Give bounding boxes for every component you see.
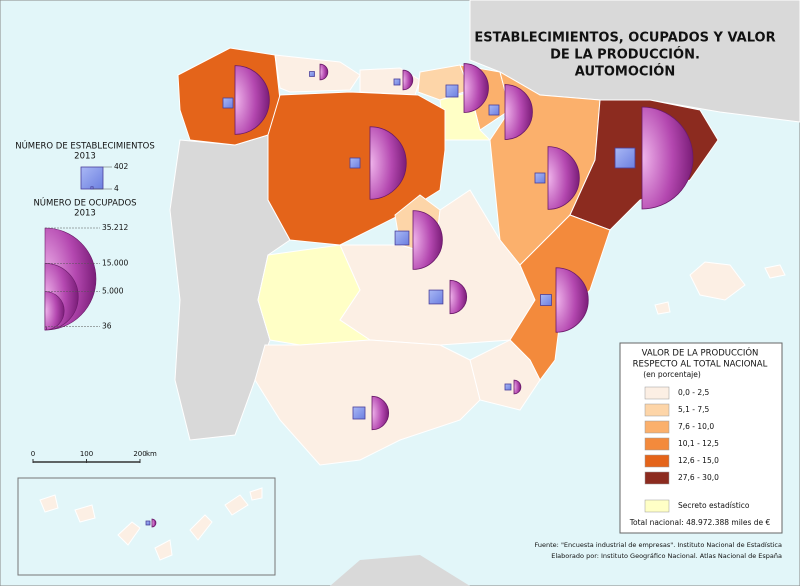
employees-symbol	[151, 518, 157, 528]
legend-title: VALOR DE LA PRODUCCIÓN	[642, 347, 759, 359]
legend-subtitle: (en porcentaje)	[643, 370, 701, 379]
legend-label: 7,6 - 10,0	[678, 422, 714, 431]
employees-symbol	[234, 65, 270, 135]
region	[764, 264, 786, 279]
establishments-symbol	[488, 104, 500, 116]
employees-symbol	[504, 84, 533, 140]
inset-frame	[17, 477, 276, 576]
legend-title: NÚMERO DE OCUPADOS	[33, 197, 136, 209]
region	[654, 301, 671, 315]
legend-label: Secreto estadístico	[678, 501, 750, 510]
title-line: ESTABLECIMIENTOS, OCUPADOS Y VALOR	[474, 31, 775, 46]
legend-semicircle	[44, 291, 65, 331]
region	[224, 494, 249, 516]
region	[267, 91, 446, 246]
source: Elaborado por: Instituto Geográfico Naci…	[551, 552, 782, 560]
legend-semicircle	[44, 326, 47, 331]
employees-symbol	[641, 106, 694, 210]
employees-symbol	[402, 69, 414, 91]
employees-symbol	[547, 146, 580, 210]
establishments-symbol	[540, 294, 552, 306]
legend-value: 15.000	[102, 258, 128, 267]
legend-label: 5,1 - 7,5	[678, 405, 710, 414]
africa	[330, 555, 470, 586]
region	[689, 261, 746, 301]
title-line: AUTOMOCIÓN	[575, 64, 675, 80]
scale-label: 100	[80, 450, 93, 458]
legend-value: 402	[114, 162, 129, 171]
employees-symbol	[449, 279, 468, 315]
establishments-symbol	[349, 157, 361, 169]
legend-year: 2013	[74, 209, 96, 219]
establishments-symbol	[393, 78, 401, 86]
legend-value: 36	[102, 322, 112, 331]
legend-value: 5.000	[102, 287, 124, 296]
establishments-symbol	[222, 97, 234, 109]
legend-swatch	[644, 420, 670, 434]
legend-label: 12,6 - 15,0	[678, 456, 719, 465]
establishments-symbol	[352, 406, 366, 420]
establishments-symbol	[145, 520, 151, 526]
legend-square	[90, 186, 94, 190]
region	[254, 339, 481, 466]
region	[249, 487, 263, 501]
legend-swatch	[644, 471, 670, 485]
legend-label: 27,6 - 30,0	[678, 473, 719, 482]
establishments-symbol	[394, 230, 410, 246]
source: Fuente: "Encuesta industrial de empresas…	[535, 541, 782, 549]
employees-symbol	[555, 267, 589, 333]
employees-symbol	[513, 379, 522, 395]
establishments-symbol	[614, 147, 636, 169]
legend-square	[80, 166, 104, 190]
scale-label: 0	[31, 450, 35, 458]
region	[39, 494, 59, 513]
establishments-symbol	[504, 383, 512, 391]
title: ESTABLECIMIENTOS, OCUPADOS Y VALOR DE LA…	[474, 31, 775, 80]
establishments-symbol	[428, 289, 444, 305]
legend-title: RESPECTO AL TOTAL NACIONAL	[633, 360, 768, 370]
legend-label: 10,1 - 12,5	[678, 439, 719, 448]
establishments-symbol	[445, 84, 459, 98]
legend-swatch	[644, 437, 670, 451]
region	[74, 504, 96, 523]
establishments-symbol	[534, 172, 546, 184]
region	[117, 521, 141, 546]
region	[154, 539, 173, 561]
legend-title: NÚMERO DE ESTABLECIMIENTOS	[15, 140, 155, 152]
region	[189, 514, 213, 541]
legend-swatch	[644, 499, 670, 513]
employees-symbol	[463, 63, 489, 113]
legend-swatch	[644, 386, 670, 400]
legend-label: 0,0 - 2,5	[678, 388, 710, 397]
employees-symbol	[369, 126, 407, 200]
legend-swatch	[644, 454, 670, 468]
region	[274, 54, 361, 93]
title-line: DE LA PRODUCCIÓN.	[550, 47, 700, 63]
establishments-symbol	[309, 71, 315, 77]
legend-value: 35.212	[102, 223, 128, 232]
scale-label: 200	[133, 450, 146, 458]
scale-unit: km	[146, 450, 157, 458]
employees-symbol	[319, 63, 329, 81]
legend-swatch	[644, 403, 670, 417]
legend-year: 2013	[74, 152, 96, 162]
employees-symbol	[371, 395, 390, 431]
legend-value: 4	[114, 184, 119, 193]
legend-total: Total nacional: 48.972.388 miles de €	[629, 518, 771, 527]
employees-symbol	[412, 210, 443, 270]
